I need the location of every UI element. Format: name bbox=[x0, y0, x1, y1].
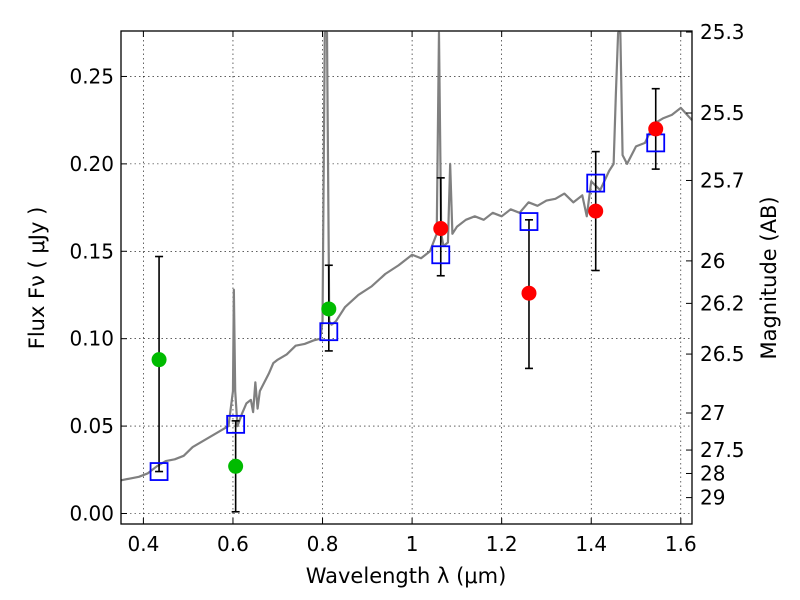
observed-point bbox=[321, 301, 337, 317]
y2-axis-label: Magnitude (AB) bbox=[757, 196, 781, 359]
y2-tick-label: 27 bbox=[700, 401, 725, 425]
y2-tick-label: 26.2 bbox=[700, 291, 745, 315]
x-axis-ticks: 0.4 0.6 0.8 1 1.2 1.4 1.6 bbox=[127, 31, 697, 556]
model-point bbox=[431, 245, 451, 265]
y-tick-label: 0.15 bbox=[69, 239, 114, 263]
spectrum-line bbox=[120, 31, 693, 482]
grid-lines bbox=[121, 31, 692, 524]
x-tick-label: 0.6 bbox=[217, 532, 249, 556]
y2-tick-label: 26.5 bbox=[700, 342, 745, 366]
observed-point bbox=[588, 203, 604, 219]
model-point bbox=[149, 462, 169, 481]
y-axis-label: Flux Fν ( μJy ) bbox=[25, 207, 49, 350]
x-tick-label: 1 bbox=[406, 532, 419, 556]
y-tick-label: 0.25 bbox=[69, 64, 114, 88]
y-tick-label: 0.05 bbox=[69, 414, 114, 438]
x-tick-label: 0.8 bbox=[307, 532, 339, 556]
x-tick-label: 0.4 bbox=[127, 532, 159, 556]
observed-points-layer bbox=[151, 121, 664, 474]
x-tick-label: 1.6 bbox=[665, 532, 697, 556]
model-points-layer bbox=[149, 133, 666, 481]
model-point bbox=[319, 322, 339, 342]
errorbar-layer bbox=[155, 87, 660, 513]
model-point bbox=[586, 173, 606, 193]
observed-point bbox=[433, 221, 449, 237]
y2-tick-label: 25.5 bbox=[700, 101, 745, 125]
observed-point bbox=[648, 121, 664, 137]
plot-frame bbox=[120, 30, 693, 525]
model-point bbox=[519, 212, 539, 231]
y2-tick-label: 28 bbox=[700, 461, 725, 485]
y2-tick-label: 25.7 bbox=[700, 168, 745, 192]
observed-point bbox=[228, 458, 244, 474]
y-tick-label: 0.20 bbox=[69, 152, 114, 176]
x-tick-label: 1.4 bbox=[575, 532, 607, 556]
y2-tick-label: 27.5 bbox=[700, 438, 745, 462]
spectrum-layer bbox=[120, 31, 693, 482]
y-tick-label: 0.00 bbox=[69, 502, 114, 526]
x-axis-label: Wavelength λ (μm) bbox=[306, 564, 507, 588]
model-point bbox=[226, 414, 246, 434]
y2-tick-label: 26 bbox=[700, 249, 725, 273]
x-tick-label: 1.2 bbox=[486, 532, 518, 556]
y2-tick-label: 29 bbox=[700, 486, 725, 510]
observed-point bbox=[521, 285, 537, 301]
observed-point bbox=[151, 352, 167, 368]
y-tick-label: 0.10 bbox=[69, 327, 114, 351]
y2-tick-label: 25.3 bbox=[700, 20, 745, 44]
y-axis-ticks: 0.00 0.05 0.10 0.15 0.20 0.25 bbox=[69, 64, 127, 526]
